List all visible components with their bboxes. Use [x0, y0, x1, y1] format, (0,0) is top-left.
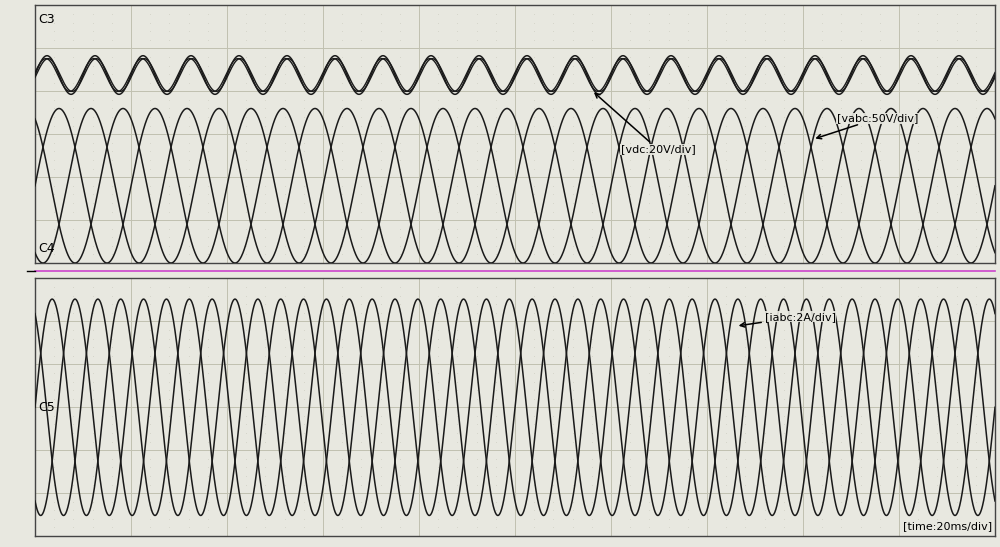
Text: C4: C4	[38, 242, 55, 255]
Text: [time:20ms/div]: [time:20ms/div]	[903, 521, 992, 531]
Text: [vdc:20V/div]: [vdc:20V/div]	[595, 94, 695, 154]
Text: C3: C3	[38, 13, 55, 26]
Text: C5: C5	[38, 401, 55, 414]
Text: [vabc:50V/div]: [vabc:50V/div]	[817, 113, 918, 139]
Text: [iabc:2A/div]: [iabc:2A/div]	[740, 312, 836, 327]
